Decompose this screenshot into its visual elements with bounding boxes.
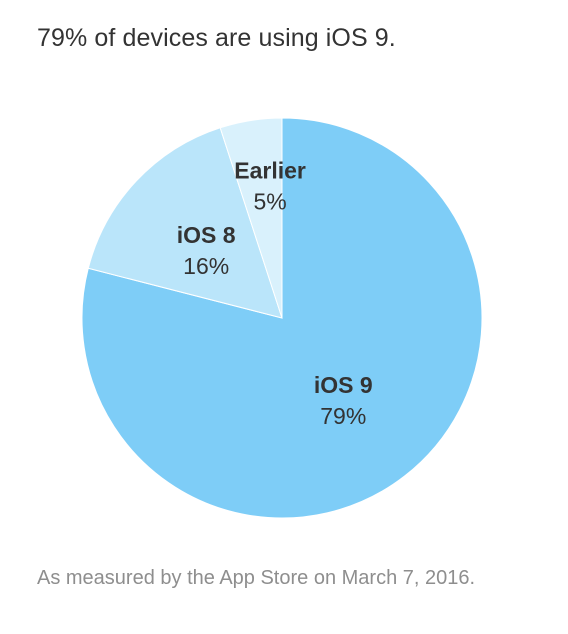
pie-slice-ios-8 bbox=[87, 127, 283, 319]
slice-label-ios-8: iOS 8 bbox=[177, 222, 236, 248]
slice-value-ios-8: 16% bbox=[183, 253, 229, 279]
slice-value-ios-9: 79% bbox=[320, 403, 366, 429]
pie-slice-earlier bbox=[219, 117, 283, 319]
slice-label-earlier: Earlier bbox=[234, 158, 306, 184]
chart-title: 79% of devices are using iOS 9. bbox=[37, 24, 396, 52]
footnote: As measured by the App Store on March 7,… bbox=[37, 567, 476, 589]
pie-slices bbox=[81, 117, 483, 519]
slice-value-earlier: 5% bbox=[253, 189, 286, 215]
slice-label-ios-9: iOS 9 bbox=[314, 372, 373, 398]
pie-labels: iOS 9 79% iOS 8 16% Earlier 5% bbox=[177, 158, 373, 430]
